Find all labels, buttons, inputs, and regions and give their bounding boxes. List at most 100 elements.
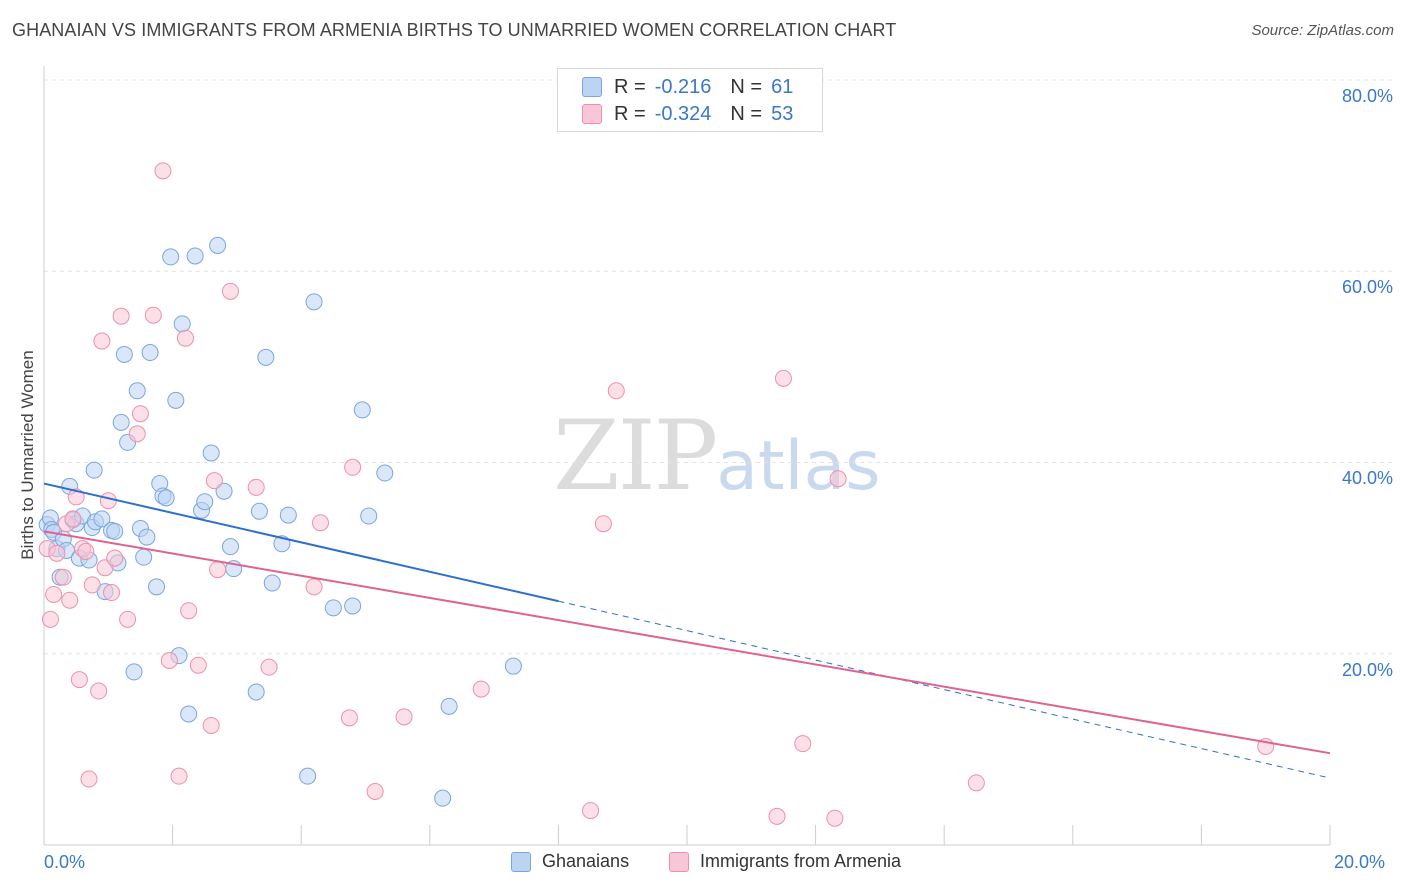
armenia-point [607, 382, 625, 400]
ghanaian-point [157, 489, 175, 507]
ghanaian-point [202, 444, 220, 462]
legend-row-armenia: R = -0.324 N = 53 [582, 102, 793, 126]
ghanaian-point [112, 413, 130, 431]
series-legend-ghanaians: Ghanaians [511, 851, 629, 872]
armenia-point [344, 458, 362, 476]
ghanaian-point [250, 502, 268, 520]
armenia-point [311, 514, 329, 532]
ghanaian-point [305, 293, 323, 311]
ghanaian-point [257, 348, 275, 366]
armenia-point [131, 405, 149, 423]
armenia-point [99, 492, 117, 510]
armenia-point [70, 671, 88, 689]
ghanaian-point [221, 538, 239, 556]
ghanaian-point [85, 461, 103, 479]
armenia-point [202, 716, 220, 734]
armenia-point [128, 425, 146, 443]
armenia-point [395, 708, 413, 726]
ghanaian-point [263, 574, 281, 592]
armenia-point [260, 658, 278, 676]
ghanaian-point [138, 528, 156, 546]
watermark-atlas: atlas [716, 427, 881, 506]
ghanaian-point [353, 401, 371, 419]
ghanaian-point [196, 493, 214, 511]
ghanaian-point [162, 248, 180, 266]
armenia-point [154, 162, 172, 180]
ghanaian-point [173, 315, 191, 333]
armenia-point [366, 782, 384, 800]
ghanaian-point [148, 578, 166, 596]
ghanaian-point [434, 789, 452, 807]
armenia-point [77, 542, 95, 560]
series-legend: Ghanaians Immigrants from Armenia [0, 851, 1406, 877]
ghanaian-point [344, 597, 362, 615]
armenia-point [64, 510, 82, 528]
ghanaian-point [279, 506, 297, 524]
ghanaian-point [128, 382, 146, 400]
series-swatch-ghanaians [511, 851, 531, 872]
armenia-point [45, 585, 63, 603]
y-tick-label-40: 40.0% [1341, 468, 1393, 488]
armenia-point [768, 807, 786, 825]
armenia-point [209, 561, 227, 579]
armenia-point [103, 584, 121, 602]
y-tick-label-60: 60.0% [1341, 277, 1393, 297]
armenia-point [774, 369, 792, 387]
legend-r-label: R = [614, 75, 646, 98]
armenia-point [826, 809, 844, 827]
ghanaian-point [106, 522, 124, 540]
armenia-point [305, 578, 323, 596]
ghanaian-point [135, 548, 153, 566]
ghanaian-point [247, 683, 265, 701]
armenia-point [176, 329, 194, 347]
ghanaian-point [209, 236, 227, 254]
source-label: Source: ZipAtlas.com [1251, 22, 1394, 39]
series-swatch-armenia [669, 851, 689, 872]
armenia-point [247, 478, 265, 496]
ghanaian-point [180, 705, 198, 723]
legend-r-label: R = [614, 102, 646, 125]
armenia-point [582, 802, 600, 820]
legend-n-label: N = [730, 102, 763, 125]
ghanaian-point [141, 344, 159, 362]
legend-row-ghanaians: R = -0.216 N = 61 [582, 75, 793, 99]
armenia-point [160, 651, 178, 669]
watermark: ZIPatlas [553, 400, 881, 512]
armenia-point [189, 656, 207, 674]
legend-r-value: -0.324 [654, 102, 712, 125]
ghanaian-point [186, 247, 204, 265]
armenia-point [48, 544, 66, 562]
armenia-point [106, 549, 124, 567]
armenia-point [472, 680, 490, 698]
armenia-point [93, 332, 111, 350]
ghanaian-trendline-extension [558, 600, 1331, 779]
armenia-point [594, 515, 612, 533]
armenia-point [794, 735, 812, 753]
watermark-zip: ZIP [553, 400, 718, 512]
ghanaian-point [440, 697, 458, 715]
ghanaian-point [299, 767, 317, 785]
armenia-point [180, 602, 198, 620]
armenia-point [119, 610, 137, 628]
x-tick-label-min: 0.0% [44, 852, 86, 872]
armenia-point [170, 767, 188, 785]
x-tick-label-max: 20.0% [1334, 852, 1386, 872]
armenia-point [90, 682, 108, 700]
armenia-point [144, 306, 162, 324]
legend-swatch-ghanaians [582, 77, 602, 97]
legend-swatch-armenia [582, 104, 602, 124]
chart-title: GHANAIAN VS IMMIGRANTS FROM ARMENIA BIRT… [12, 20, 897, 40]
legend-n-value: 61 [771, 75, 794, 98]
armenia-point [54, 568, 72, 586]
armenia-point [80, 770, 98, 788]
ghanaian-point [376, 464, 394, 482]
armenia-point [83, 576, 101, 594]
y-tick-label-20: 20.0% [1341, 660, 1393, 680]
series-label-ghanaians: Ghanaians [542, 851, 630, 871]
legend-n-value: 53 [771, 102, 794, 125]
ghanaian-point [115, 345, 133, 363]
armenia-point [829, 470, 847, 488]
ghanaian-point [215, 482, 233, 500]
ghanaian-point [167, 391, 185, 409]
